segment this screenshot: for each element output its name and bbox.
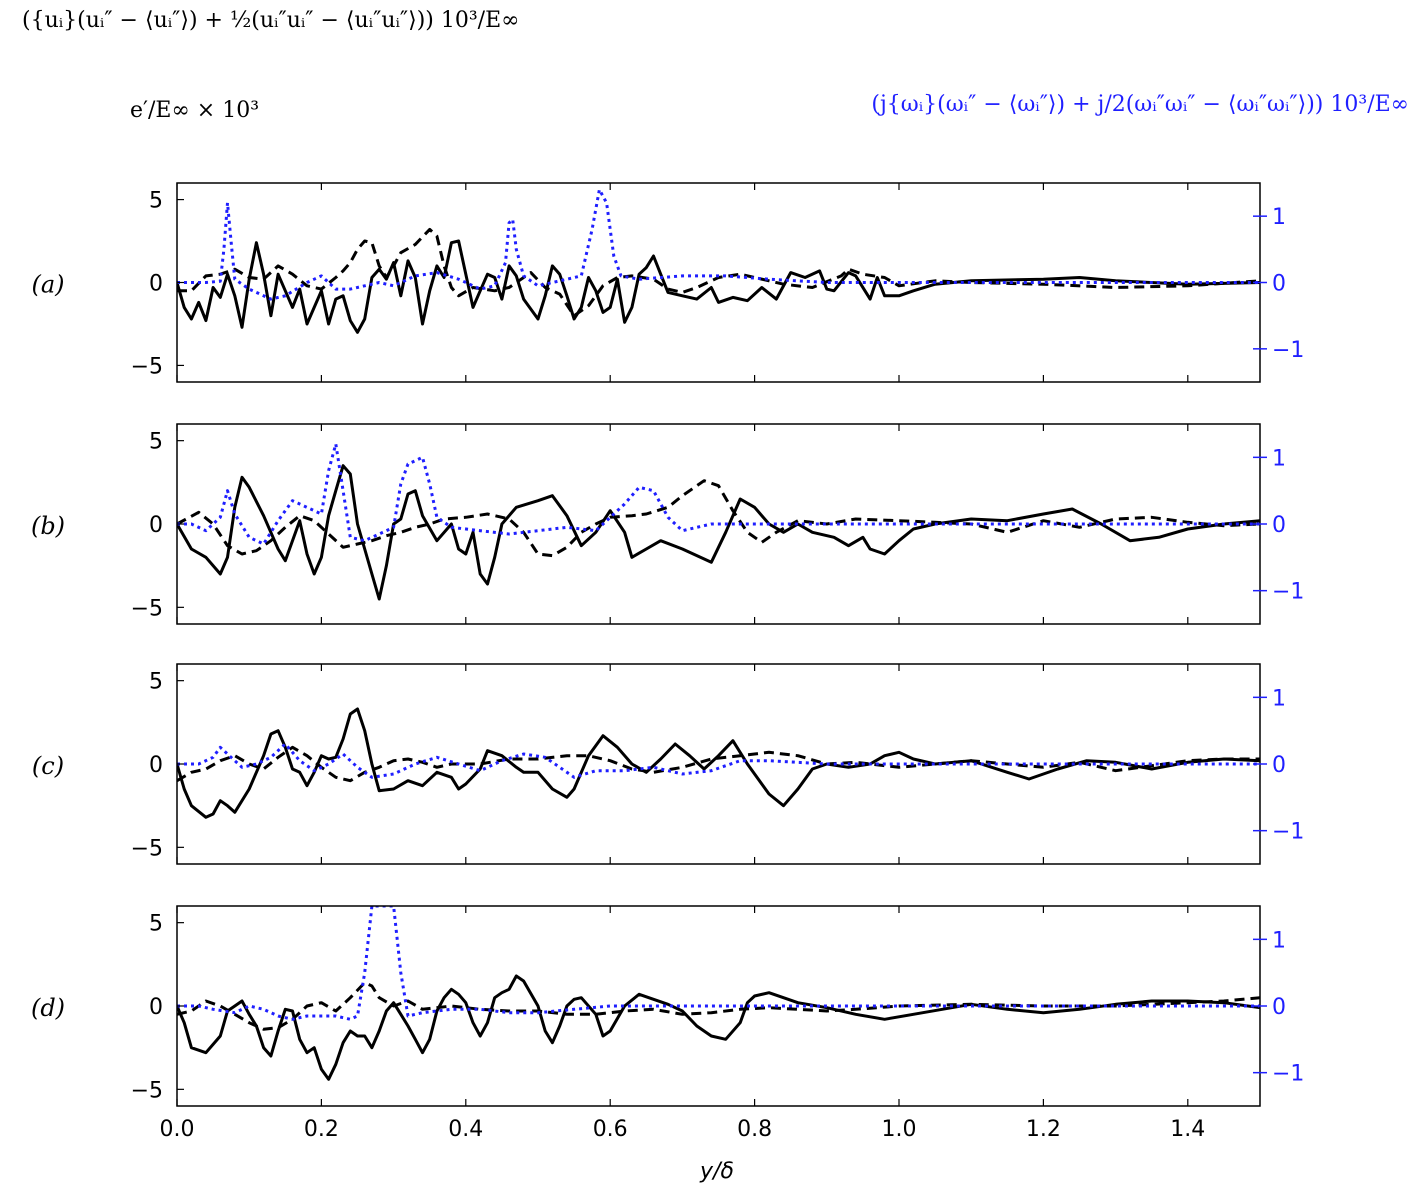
left-y-tick-label: −5 <box>131 596 163 621</box>
right-y-tick-label: −1 <box>1272 338 1304 363</box>
x-axis-label: y/δ <box>699 1159 734 1184</box>
panel-label: (c) <box>32 752 64 780</box>
right-y-tick-label: 1 <box>1272 686 1286 711</box>
right-y-tick-label: 0 <box>1272 272 1286 297</box>
panel-label: (b) <box>31 512 65 540</box>
left-y-tick-label: −5 <box>131 354 163 379</box>
right-y-tick-label: 0 <box>1272 753 1286 778</box>
x-tick-label: 0.6 <box>593 1117 628 1142</box>
legend-dotted-text: (j{ωᵢ}(ωᵢ″ − ⟨ωᵢ″⟩) + j/2(ωᵢ″ωᵢ″ − ⟨ωᵢ″ω… <box>871 92 1409 117</box>
series-dashed <box>177 479 1260 558</box>
panel-1: −5 0 5 −1 0 1 (b) <box>31 423 1304 625</box>
series-group <box>177 188 1260 334</box>
series-solid <box>177 239 1260 334</box>
left-y-tick-label: 0 <box>149 272 163 297</box>
panel-2: −5 0 5 −1 0 1 (c) <box>32 663 1304 865</box>
panel-label: (a) <box>31 271 64 299</box>
legend-solid: ({uᵢ}(uᵢ″ − ⟨uᵢ″⟩) + ½(uᵢ″uᵢ″ − ⟨uᵢ″uᵢ″⟩… <box>22 8 519 33</box>
right-y-tick-label: 1 <box>1272 205 1286 230</box>
series-dotted <box>177 188 1260 301</box>
x-tick-label: 0.8 <box>737 1117 772 1142</box>
legend-dashed-text: e′/E∞ × 10³ <box>130 98 260 123</box>
left-y-tick-label: 5 <box>149 430 163 455</box>
right-y-tick-label: 1 <box>1272 446 1286 471</box>
panel-frame <box>176 663 1261 865</box>
right-y-tick-label: −1 <box>1272 580 1304 605</box>
series-dotted <box>177 906 1260 1021</box>
series-dashed <box>177 981 1260 1031</box>
series-group <box>177 442 1260 601</box>
legend-dotted: (j{ωᵢ}(ωᵢ″ − ⟨ωᵢ″⟩) + j/2(ωᵢ″ωᵢ″ − ⟨ωᵢ″ω… <box>871 92 1409 117</box>
chart-panels: −505−101(a)−505−101(b)−505−101(c)0.0 0.2 0… <box>31 182 1304 1142</box>
right-y-tick-label: −1 <box>1272 1062 1304 1087</box>
series-group <box>177 906 1260 1081</box>
x-tick-label: 1.0 <box>882 1117 917 1142</box>
series-dashed <box>177 745 1260 783</box>
series-solid <box>177 974 1260 1081</box>
x-tick-label: 0.2 <box>304 1117 339 1142</box>
series-solid <box>177 707 1260 819</box>
left-y-tick-label: 5 <box>149 670 163 695</box>
series-group <box>177 707 1260 819</box>
right-y-tick-label: 0 <box>1272 513 1286 538</box>
series-dotted <box>177 742 1260 779</box>
right-y-tick-label: −1 <box>1272 820 1304 845</box>
series-dashed <box>177 227 1260 318</box>
x-tick-label: 1.2 <box>1026 1117 1061 1142</box>
left-y-tick-label: 0 <box>149 513 163 538</box>
panel-frame <box>176 182 1261 383</box>
x-tick-label: 0.4 <box>448 1117 483 1142</box>
x-tick-label: 0.0 <box>160 1117 195 1142</box>
left-y-tick-label: 5 <box>149 189 163 214</box>
panel-0: −5 0 5 −1 0 1 (a) <box>31 182 1304 383</box>
left-y-tick-label: 5 <box>149 912 163 937</box>
right-y-tick-label: 1 <box>1272 928 1286 953</box>
series-solid <box>177 464 1260 601</box>
series-dotted <box>177 442 1260 546</box>
right-y-tick-label: 0 <box>1272 995 1286 1020</box>
left-y-tick-label: −5 <box>131 1078 163 1103</box>
legend-solid-text: ({uᵢ}(uᵢ″ − ⟨uᵢ″⟩) + ½(uᵢ″uᵢ″ − ⟨uᵢ″uᵢ″⟩… <box>22 8 520 33</box>
left-y-tick-label: 0 <box>149 995 163 1020</box>
panel-3: 0.0 0.2 0.4 0.6 0.8 1.0 1.2 1.4 −5 0 5 −1 0 1 (d) <box>31 905 1304 1142</box>
legend-dashed: e′/E∞ × 10³ <box>130 98 259 123</box>
left-y-tick-label: 0 <box>149 753 163 778</box>
x-tick-label: 1.4 <box>1170 1117 1205 1142</box>
panel-label: (d) <box>31 994 65 1022</box>
left-y-tick-label: −5 <box>131 836 163 861</box>
